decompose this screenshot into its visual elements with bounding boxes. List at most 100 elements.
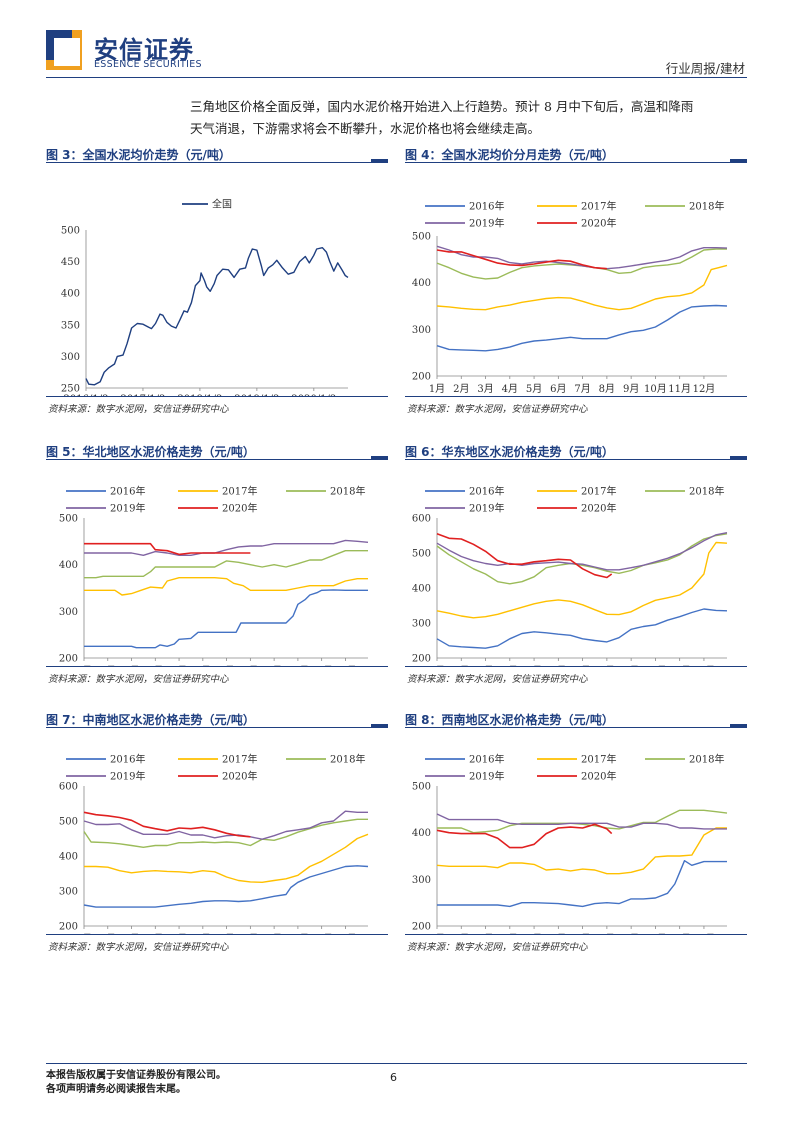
legend-label: 2019年 (469, 502, 504, 515)
figure-bottom-rule (46, 934, 388, 935)
figure-top-rule (46, 162, 388, 163)
series-line-2017 (436, 264, 728, 311)
header-divider (46, 77, 747, 78)
x-tick-label: 10月 (644, 383, 667, 395)
figure-source: 资料来源：数字水泥网，安信证券研究中心 (407, 942, 588, 953)
x-tick-label: 10月 (287, 665, 310, 666)
y-tick-label: 200 (412, 922, 431, 933)
legend-label: 2018年 (689, 753, 724, 766)
series-line-2020 (436, 533, 613, 579)
series-line-2020 (436, 823, 613, 849)
x-tick-label: 8月 (242, 665, 258, 666)
legend-label: 2017年 (581, 485, 616, 498)
x-tick-label: 6月 (550, 383, 566, 395)
figure-7: 图 7：中南地区水泥价格走势（元/吨） 200 300 400 500 600 1月 2月 3月… (46, 711, 388, 954)
series-line-2020 (436, 249, 607, 270)
y-tick-label: 300 (412, 875, 431, 886)
y-tick-label: 300 (412, 325, 431, 336)
essence-logo-icon (46, 30, 82, 70)
legend-label: 2017年 (222, 485, 257, 498)
footer-line-2: 各项声明请务必阅读报告末尾。 (46, 1084, 186, 1095)
y-tick-label: 500 (59, 817, 78, 828)
figure-source: 资料来源：数字水泥网，安信证券研究中心 (48, 674, 229, 685)
x-tick-label: 2016/1/3 (64, 394, 109, 396)
legend-label: 2019年 (110, 502, 145, 515)
x-tick-label: 7月 (218, 665, 234, 666)
series-line-全国 (85, 247, 349, 386)
series-line-2019 (436, 245, 728, 270)
legend-label: 2018年 (689, 485, 724, 498)
legend-label: 2016年 (469, 200, 504, 213)
figure-bottom-rule (405, 934, 747, 935)
legend-label: 2019年 (110, 770, 145, 783)
x-tick-label: 8月 (242, 933, 258, 934)
x-tick-label: 12月 (693, 933, 716, 934)
footer-divider (46, 1063, 747, 1064)
x-tick-label: 6月 (550, 665, 566, 666)
series-line-2019 (84, 539, 369, 556)
y-tick-label: 200 (59, 654, 78, 665)
y-tick-label: 500 (61, 226, 80, 237)
y-tick-label: 450 (61, 257, 80, 268)
x-tick-label: 2月 (453, 383, 469, 395)
legend-label: 2016年 (469, 485, 504, 498)
x-tick-label: 7月 (574, 665, 590, 666)
logo-text-cn: 安信证券 (94, 36, 194, 64)
x-tick-label: 5月 (526, 665, 542, 666)
x-tick-label: 2017/1/3 (120, 394, 165, 396)
x-tick-label: 3月 (123, 665, 139, 666)
legend-label: 2019年 (469, 217, 504, 230)
x-tick-label: 2月 (453, 933, 469, 934)
chart-svg: 250 300 350 400 450 500 2016/1/3 2017/1/3 2018/1… (61, 198, 349, 396)
y-tick-label: 600 (412, 514, 431, 525)
y-tick-label: 350 (61, 320, 80, 331)
figure-source: 资料来源：数字水泥网，安信证券研究中心 (407, 404, 588, 415)
y-tick-label: 200 (59, 922, 78, 933)
y-tick-label: 400 (59, 560, 78, 571)
legend-label: 2016年 (469, 753, 504, 766)
chart-svg: 200 300 400 500 600 1月 2月 3月 4月 5月 6月 7月 8月 9月 10月11月1… (412, 485, 728, 666)
x-tick-label: 4月 (502, 933, 518, 934)
figure-rule-marker (371, 456, 388, 460)
x-tick-label: 5月 (526, 933, 542, 934)
series-line-2020 (83, 811, 251, 838)
series-line-2017 (436, 541, 728, 619)
x-tick-label: 9月 (266, 665, 282, 666)
x-tick-label: 12月 (334, 933, 357, 934)
series-line-2018 (83, 818, 368, 848)
y-tick-label: 300 (59, 607, 78, 618)
x-tick-label: 11月 (668, 933, 691, 934)
x-tick-label: 2月 (453, 665, 469, 666)
series-line-2017 (84, 577, 368, 596)
x-tick-label: 2019/1/3 (234, 394, 279, 396)
figure-bottom-rule (46, 666, 388, 667)
legend-label: 2016年 (110, 485, 145, 498)
x-tick-label: 10月 (287, 933, 310, 934)
figure-title: 图 5：华北地区水泥价格走势（元/吨） (46, 445, 255, 459)
y-tick-label: 500 (59, 514, 78, 525)
x-tick-label: 10月 (644, 665, 667, 666)
figure-title: 图 3：全国水泥均价走势（元/吨） (46, 148, 231, 162)
x-tick-label: 4月 (147, 665, 163, 666)
figure-3: 图 3：全国水泥均价走势（元/吨） 250 300 350 400 450 500 2016/… (46, 146, 388, 416)
legend-label: 2020年 (222, 502, 257, 515)
figure-rule-marker (371, 159, 388, 163)
x-tick-label: 1月 (429, 383, 445, 395)
figure-rule-marker (371, 724, 388, 728)
figure-top-rule (405, 459, 747, 460)
x-tick-label: 7月 (574, 933, 590, 934)
y-tick-label: 400 (61, 289, 80, 300)
legend-label: 2020年 (581, 770, 616, 783)
x-tick-label: 11月 (310, 933, 333, 934)
x-tick-label: 8月 (599, 933, 615, 934)
page-number: 6 (390, 1071, 397, 1084)
x-tick-label: 7月 (218, 933, 234, 934)
y-tick-label: 500 (412, 782, 431, 793)
x-tick-label: 10月 (644, 933, 667, 934)
x-tick-label: 2020/1/3 (291, 394, 336, 396)
footer-line-1: 本报告版权属于安信证券股份有限公司。 (46, 1070, 226, 1081)
legend-label: 2017年 (581, 753, 616, 766)
figure-5: 图 5：华北地区水泥价格走势（元/吨） 200 300 400 500 1月 2月 3月 4月 5… (46, 443, 388, 686)
figure-source: 资料来源：数字水泥网，安信证券研究中心 (407, 674, 588, 685)
